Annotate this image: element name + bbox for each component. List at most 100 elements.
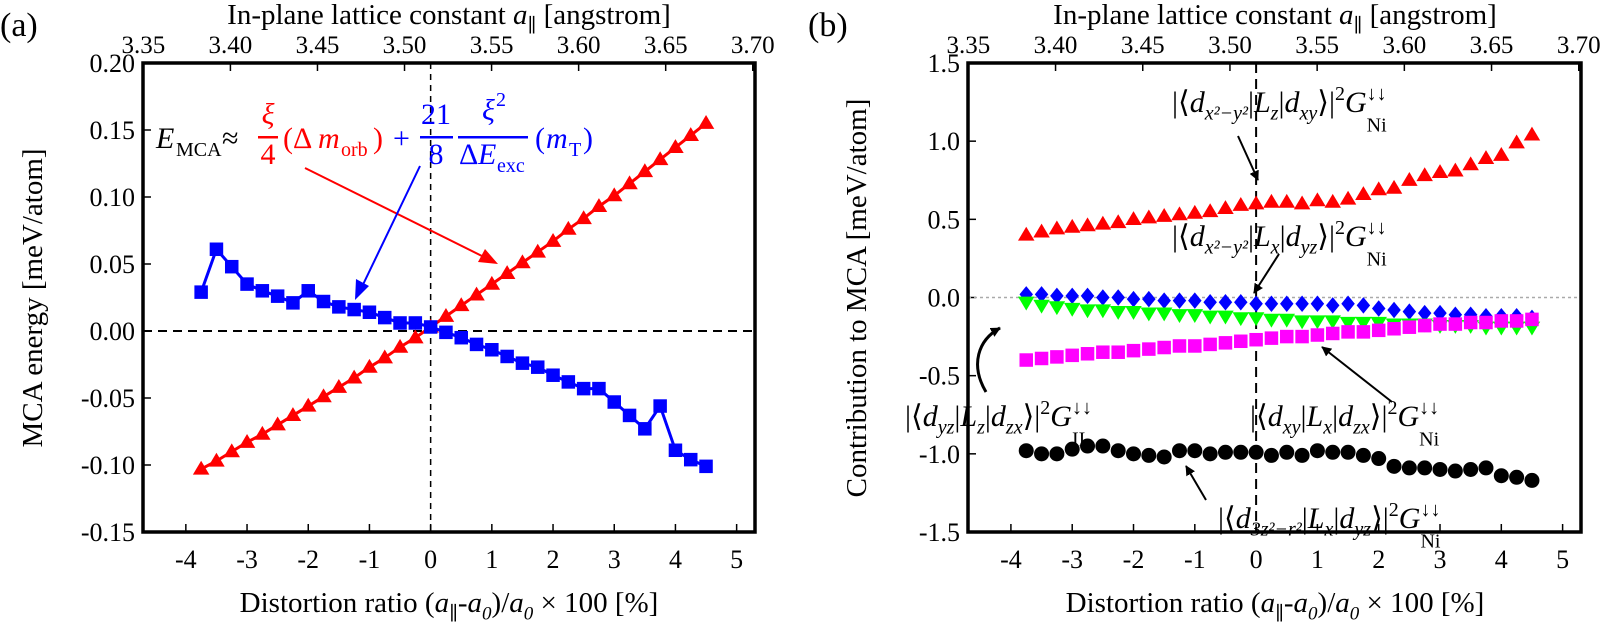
marker-circle [1049,446,1065,462]
marker-square [1387,322,1401,336]
marker-triangle-down [1094,304,1112,319]
text-part: d [1284,86,1300,119]
eq-Eexc: E [477,138,496,171]
marker-square [1111,345,1125,359]
marker-square [1463,315,1478,330]
eq-orbital-term: ξ 4 (Δ m orb ) [258,98,383,171]
marker-diamond [1295,295,1309,313]
panel-a: (a) In-plane lattice constant a∥​ [angst… [0,0,775,624]
marker-square [500,349,514,364]
arrow-magenta-annotation [1322,346,1393,403]
marker-square [316,294,331,309]
top-tick-label: 3.50 [383,32,427,59]
marker-circle [1279,444,1295,460]
marker-circle [1248,444,1264,460]
text-part: |⟨ [905,400,923,433]
marker-diamond [1065,287,1079,305]
y-tick-label: 0.0 [928,284,961,313]
marker-triangle-up [468,286,485,301]
marker-square [1157,340,1171,355]
marker-square [530,360,545,374]
marker-square [439,325,453,340]
panel-b-ticks: -4 -3 -2 -1 0 1 2 3 4 5 3.35 3.40 3.45 3.50 3.55 3.60 3.… [919,32,1600,574]
text-part: 2 [1387,397,1397,419]
marker-triangle-down [1339,316,1357,331]
panel-a-x-axis-title: Distortion ratio (a∥​-a0​)/a0​ × 100 [%] [240,587,659,624]
marker-diamond [1188,292,1202,309]
marker-square [1050,350,1064,364]
marker-square [1034,351,1049,366]
y-tick-label: -0.10 [81,451,135,480]
marker-square [423,320,438,334]
text-part: ∥ [449,603,458,624]
marker-triangle-up [1109,214,1127,229]
marker-triangle-up [1355,186,1372,200]
text-part: a [468,587,483,619]
marker-square [638,422,652,436]
x-tick-label: -2 [1123,545,1145,574]
marker-triangle-up [697,115,715,129]
eq-exc-sub: exc [497,155,525,177]
y-tick-label: -0.5 [919,362,960,391]
x-tick-label: -3 [236,545,258,574]
marker-triangle-down [1247,312,1265,327]
marker-circle [1493,468,1509,484]
marker-triangle-up [376,349,393,364]
annotation-red: |⟨dx²−y²​|Lz​|dxy​⟩|2​G↓↓​Ni​ [1172,83,1387,137]
marker-square [592,381,606,396]
text-part: Ni [1420,531,1440,553]
eq-t2-close: ) [583,122,593,155]
marker-triangle-down [1109,305,1127,320]
marker-triangle-up [605,187,623,202]
marker-square [1080,347,1095,361]
text-part: |⟨ [1250,400,1268,433]
text-part: |⟨ [1172,86,1190,119]
y-tick-label: 0.10 [90,183,136,212]
marker-square [1448,317,1463,331]
x-tick-label: 3 [1434,545,1447,574]
marker-diamond [1172,292,1187,309]
y-tick-label: -0.15 [81,518,135,547]
marker-triangle-up [1370,181,1387,196]
marker-triangle-down [1125,305,1142,320]
text-part: zx [1352,417,1370,439]
text-part: 2 [1040,397,1050,419]
marker-circle [1509,469,1525,485]
x-tick-label: 2 [547,545,560,574]
marker-square [1356,325,1371,339]
marker-circle [1355,447,1371,463]
annotation-black: |⟨d3z²−r²​|Lx​|dyz​⟩|2​G↓↓​Ni​ [1218,499,1441,553]
annotation-blue: |⟨dx²−y²​|Lx​|dyz​⟩|2​G↓↓​Ni​ [1172,217,1387,271]
marker-triangle-up [208,452,225,467]
eq-plus: + [393,122,410,155]
marker-square [469,337,484,352]
text-part: |⟨ [1172,220,1190,253]
marker-triangle-up [1140,209,1158,224]
text-part: yz [1299,237,1318,259]
marker-circle [1064,441,1080,457]
marker-square [270,289,285,303]
marker-square [393,316,407,330]
text-part: G [1345,220,1367,253]
text-part: - [458,587,468,619]
text-part: ⟩| [1371,502,1389,535]
top-tick-label: 3.35 [946,32,990,59]
marker-square [683,452,698,467]
y-tick-label: 0.5 [928,205,961,234]
marker-diamond [1096,289,1110,306]
panel-a-top-axis-title: In-plane lattice constant a∥​ [angstrom] [227,0,671,36]
text-part: a [1339,0,1354,31]
marker-square [1325,326,1340,341]
top-tick-label: 3.40 [1034,32,1078,59]
text-part: ↓↓ [1419,397,1439,419]
marker-triangle-up [590,198,608,213]
marker-square [653,399,667,413]
text-part: xy [1282,417,1301,439]
marker-triangle-up [1309,192,1326,207]
text-part: a [1335,587,1350,619]
marker-square [561,375,576,389]
text-part: d [1339,502,1355,535]
text-part: L [959,400,977,433]
marker-triangle-up [514,254,531,269]
marker-square [699,459,713,474]
